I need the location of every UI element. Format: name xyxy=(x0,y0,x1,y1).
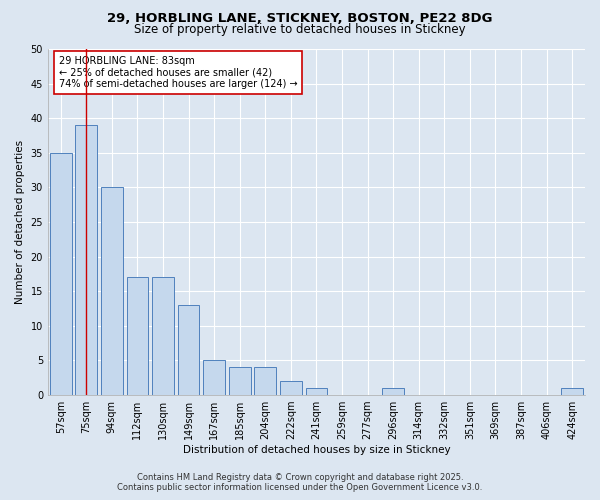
Bar xyxy=(76,125,97,395)
Bar xyxy=(229,368,251,395)
Bar xyxy=(50,153,71,395)
Bar xyxy=(203,360,225,395)
Bar xyxy=(305,388,328,395)
Bar xyxy=(280,381,302,395)
X-axis label: Distribution of detached houses by size in Stickney: Distribution of detached houses by size … xyxy=(182,445,450,455)
Y-axis label: Number of detached properties: Number of detached properties xyxy=(15,140,25,304)
Bar xyxy=(562,388,583,395)
Bar xyxy=(101,188,123,395)
Bar xyxy=(127,278,148,395)
Bar xyxy=(382,388,404,395)
Bar xyxy=(152,278,174,395)
Text: Size of property relative to detached houses in Stickney: Size of property relative to detached ho… xyxy=(134,22,466,36)
Text: 29, HORBLING LANE, STICKNEY, BOSTON, PE22 8DG: 29, HORBLING LANE, STICKNEY, BOSTON, PE2… xyxy=(107,12,493,26)
Text: Contains HM Land Registry data © Crown copyright and database right 2025.
Contai: Contains HM Land Registry data © Crown c… xyxy=(118,473,482,492)
Bar xyxy=(178,305,199,395)
Text: 29 HORBLING LANE: 83sqm
← 25% of detached houses are smaller (42)
74% of semi-de: 29 HORBLING LANE: 83sqm ← 25% of detache… xyxy=(59,56,297,89)
Bar xyxy=(254,368,276,395)
